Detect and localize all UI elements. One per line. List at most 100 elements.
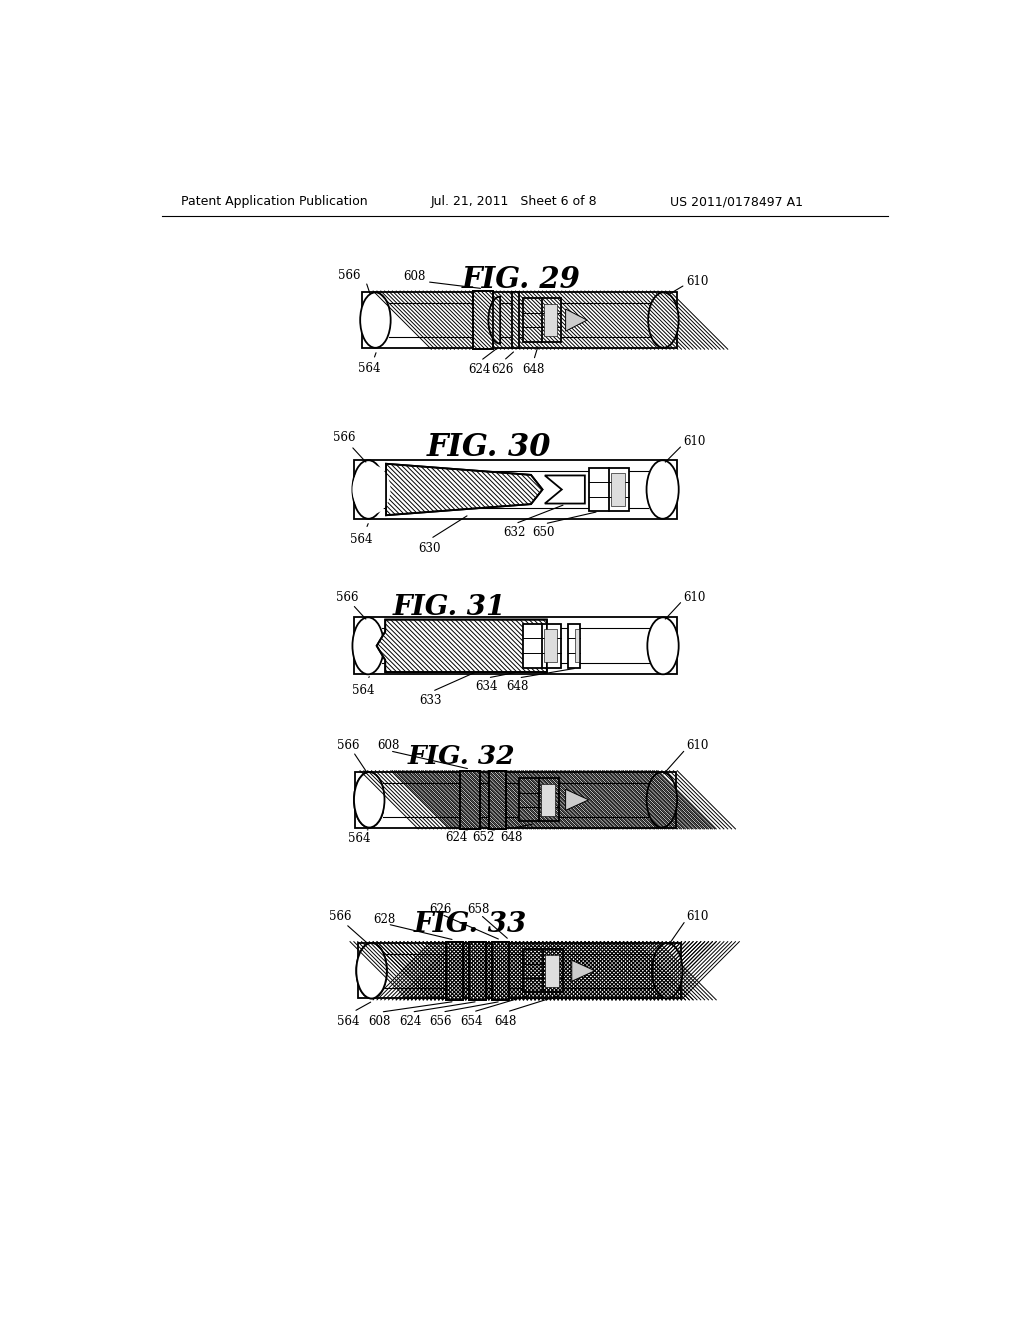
Text: 566: 566 bbox=[337, 739, 359, 751]
Bar bbox=[546, 954, 559, 987]
Bar bbox=[488, 771, 506, 829]
Text: 630: 630 bbox=[418, 543, 440, 554]
Text: FIG. 31: FIG. 31 bbox=[392, 594, 506, 622]
Text: 648: 648 bbox=[522, 363, 545, 376]
Text: Jul. 21, 2011   Sheet 6 of 8: Jul. 21, 2011 Sheet 6 of 8 bbox=[431, 195, 597, 209]
Bar bbox=[488, 771, 506, 829]
Bar bbox=[469, 941, 486, 999]
Bar bbox=[473, 290, 494, 350]
Polygon shape bbox=[488, 297, 500, 343]
Polygon shape bbox=[386, 463, 543, 515]
Bar bbox=[574, 630, 579, 663]
Text: 610: 610 bbox=[686, 739, 709, 752]
Text: FIG. 33: FIG. 33 bbox=[414, 911, 527, 939]
Ellipse shape bbox=[356, 942, 387, 998]
Text: 608: 608 bbox=[403, 269, 425, 282]
Text: 564: 564 bbox=[358, 363, 381, 375]
Text: 626: 626 bbox=[429, 903, 452, 916]
Text: 566: 566 bbox=[329, 911, 351, 924]
Text: 656: 656 bbox=[430, 1015, 453, 1028]
Bar bbox=[473, 290, 494, 350]
Text: 566: 566 bbox=[334, 432, 356, 445]
Text: FIG. 29: FIG. 29 bbox=[462, 264, 581, 293]
Ellipse shape bbox=[352, 618, 384, 675]
Ellipse shape bbox=[352, 461, 385, 519]
Polygon shape bbox=[377, 619, 547, 672]
Text: US 2011/0178497 A1: US 2011/0178497 A1 bbox=[670, 195, 803, 209]
Ellipse shape bbox=[648, 293, 679, 348]
Ellipse shape bbox=[354, 772, 384, 828]
Bar bbox=[589, 467, 629, 511]
Bar bbox=[493, 941, 509, 999]
Bar bbox=[354, 618, 677, 675]
Bar bbox=[361, 293, 677, 348]
Text: 608: 608 bbox=[368, 1015, 390, 1028]
Bar bbox=[446, 941, 463, 999]
Bar bbox=[355, 772, 676, 828]
Ellipse shape bbox=[352, 465, 390, 515]
Bar bbox=[523, 298, 561, 342]
Text: 652: 652 bbox=[472, 830, 495, 843]
Bar bbox=[473, 290, 494, 350]
Polygon shape bbox=[545, 475, 585, 503]
Text: 634: 634 bbox=[475, 681, 498, 693]
Polygon shape bbox=[375, 776, 442, 824]
Text: FIG. 30: FIG. 30 bbox=[427, 432, 552, 463]
Bar bbox=[357, 942, 681, 998]
Bar bbox=[493, 941, 509, 999]
Polygon shape bbox=[571, 960, 595, 981]
Bar bbox=[519, 779, 559, 821]
Text: 564: 564 bbox=[337, 1015, 359, 1028]
Text: 610: 610 bbox=[683, 436, 706, 449]
Polygon shape bbox=[565, 789, 589, 810]
Polygon shape bbox=[377, 619, 547, 672]
Ellipse shape bbox=[354, 772, 384, 828]
Bar bbox=[460, 771, 480, 829]
Ellipse shape bbox=[356, 942, 387, 998]
Text: 654: 654 bbox=[461, 1015, 483, 1028]
Text: 628: 628 bbox=[374, 912, 396, 925]
Text: 610: 610 bbox=[686, 275, 709, 288]
Bar bbox=[469, 941, 486, 999]
Polygon shape bbox=[386, 463, 543, 515]
Bar bbox=[446, 941, 463, 999]
Ellipse shape bbox=[652, 942, 682, 998]
Text: 608: 608 bbox=[377, 739, 399, 751]
Ellipse shape bbox=[360, 293, 391, 348]
Text: 564: 564 bbox=[348, 832, 371, 845]
Text: 624: 624 bbox=[468, 363, 490, 376]
Text: 564: 564 bbox=[350, 533, 373, 545]
Text: 658: 658 bbox=[467, 903, 489, 916]
Text: 610: 610 bbox=[686, 911, 709, 924]
Bar bbox=[610, 473, 625, 506]
Text: 633: 633 bbox=[420, 694, 442, 708]
Text: 648: 648 bbox=[506, 681, 528, 693]
Text: 564: 564 bbox=[352, 684, 375, 697]
Text: 566: 566 bbox=[338, 269, 360, 282]
Ellipse shape bbox=[647, 618, 679, 675]
Ellipse shape bbox=[646, 772, 677, 828]
Bar bbox=[446, 941, 463, 999]
Bar bbox=[523, 949, 563, 993]
Bar bbox=[544, 304, 557, 337]
Bar bbox=[469, 941, 486, 999]
Text: 650: 650 bbox=[532, 527, 555, 540]
Bar bbox=[544, 630, 557, 663]
Text: 648: 648 bbox=[495, 1015, 517, 1028]
Bar bbox=[542, 784, 555, 816]
Bar bbox=[488, 771, 506, 829]
Text: 648: 648 bbox=[501, 830, 523, 843]
Text: 632: 632 bbox=[503, 527, 525, 540]
Bar bbox=[469, 941, 486, 999]
Text: Patent Application Publication: Patent Application Publication bbox=[180, 195, 368, 209]
Bar bbox=[523, 623, 561, 668]
Bar bbox=[460, 771, 480, 829]
Text: 566: 566 bbox=[337, 591, 359, 603]
Ellipse shape bbox=[646, 461, 679, 519]
Polygon shape bbox=[565, 309, 587, 331]
Bar bbox=[354, 461, 677, 519]
Bar bbox=[568, 623, 581, 668]
Text: FIG. 32: FIG. 32 bbox=[408, 743, 515, 768]
Text: 624: 624 bbox=[399, 1015, 421, 1028]
Text: 610: 610 bbox=[683, 591, 706, 603]
